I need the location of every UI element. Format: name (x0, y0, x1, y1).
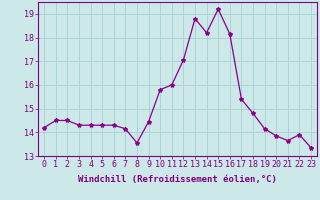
X-axis label: Windchill (Refroidissement éolien,°C): Windchill (Refroidissement éolien,°C) (78, 175, 277, 184)
